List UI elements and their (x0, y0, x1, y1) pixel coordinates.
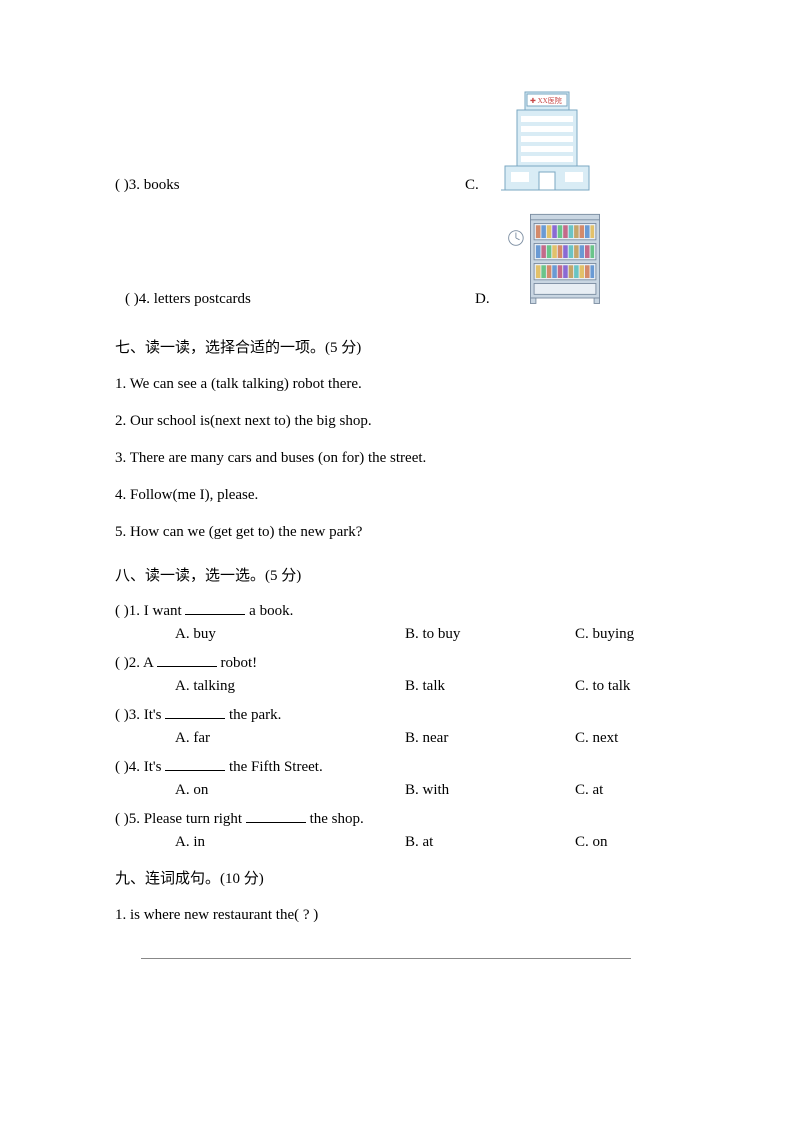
s8-q4-post: the Fifth Street. (225, 759, 323, 775)
s8-q2: ( )2. A robot! A. talking B. talk C. to … (115, 651, 678, 695)
s8-q5-post: the shop. (306, 811, 364, 827)
s8-q2-post: robot! (217, 655, 257, 671)
s8-q5: ( )5. Please turn right the shop. A. in … (115, 807, 678, 851)
s7-q4: 4. Follow(me I), please. (115, 482, 678, 509)
label-c: C. (465, 177, 495, 194)
s8-q3-b[interactable]: B. near (405, 730, 575, 747)
word-4: letters postcards (154, 291, 251, 307)
s8-q4-b[interactable]: B. with (405, 782, 575, 799)
paren-4[interactable]: ( )4. (125, 291, 150, 307)
s9-q1-answer-line[interactable] (141, 957, 631, 959)
s7-q5: 5. How can we (get get to) the new park? (115, 519, 678, 546)
s8-q2-paren[interactable]: ( )2. (115, 655, 140, 671)
s8-q2-blank[interactable] (157, 651, 217, 667)
s8-q2-pre: A (143, 655, 157, 671)
s8-q1-post: a book. (245, 603, 293, 619)
section-8-title: 八、读一读，选一选。(5 分) (115, 564, 678, 585)
s8-q5-paren[interactable]: ( )5. (115, 811, 140, 827)
s7-q1: 1. We can see a (talk talking) robot the… (115, 371, 678, 398)
s8-q1-a[interactable]: A. buy (175, 626, 405, 643)
s8-q1: ( )1. I want a book. A. buy B. to buy C.… (115, 599, 678, 643)
s8-q4: ( )4. It's the Fifth Street. A. on B. wi… (115, 755, 678, 799)
match-item-3: ( )3. books C. ✚ XX医院 (115, 90, 678, 194)
s8-q4-paren[interactable]: ( )4. (115, 759, 140, 775)
paren-3[interactable]: ( )3. (115, 177, 140, 193)
s8-q3-pre: It's (144, 707, 165, 723)
hospital-image: ✚ XX医院 (495, 90, 595, 194)
s8-q1-pre: I want (144, 603, 186, 619)
s9-q1: 1. is where new restaurant the( ? ) (115, 902, 678, 929)
s8-q1-c[interactable]: C. buying (575, 626, 634, 643)
s8-q3-a[interactable]: A. far (175, 730, 405, 747)
s8-q5-a[interactable]: A. in (175, 834, 405, 851)
s8-q3-blank[interactable] (165, 703, 225, 719)
s7-q2: 2. Our school is(next next to) the big s… (115, 408, 678, 435)
word-3: books (144, 177, 180, 193)
s8-q2-c[interactable]: C. to talk (575, 678, 630, 695)
s8-q3-paren[interactable]: ( )3. (115, 707, 140, 723)
s8-q2-a[interactable]: A. talking (175, 678, 405, 695)
s8-q2-b[interactable]: B. talk (405, 678, 575, 695)
bookcase-image (505, 208, 605, 308)
s8-q5-pre: Please turn right (144, 811, 246, 827)
section-7-title: 七、读一读，选择合适的一项。(5 分) (115, 336, 678, 357)
match-item-4: ( )4. letters postcards D. (115, 208, 678, 308)
s8-q4-c[interactable]: C. at (575, 782, 603, 799)
s8-q3-c[interactable]: C. next (575, 730, 618, 747)
svg-text:✚ XX医院: ✚ XX医院 (530, 96, 562, 105)
s8-q5-b[interactable]: B. at (405, 834, 575, 851)
s8-q4-blank[interactable] (165, 755, 225, 771)
s7-q3: 3. There are many cars and buses (on for… (115, 445, 678, 472)
s8-q5-blank[interactable] (246, 807, 306, 823)
s8-q1-paren[interactable]: ( )1. (115, 603, 140, 619)
s8-q4-a[interactable]: A. on (175, 782, 405, 799)
s8-q1-blank[interactable] (185, 599, 245, 615)
label-d: D. (475, 291, 505, 308)
section-9-title: 九、连词成句。(10 分) (115, 867, 678, 888)
s8-q1-b[interactable]: B. to buy (405, 626, 575, 643)
s8-q3-post: the park. (225, 707, 281, 723)
s8-q3: ( )3. It's the park. A. far B. near C. n… (115, 703, 678, 747)
s8-q4-pre: It's (144, 759, 165, 775)
s8-q5-c[interactable]: C. on (575, 834, 608, 851)
